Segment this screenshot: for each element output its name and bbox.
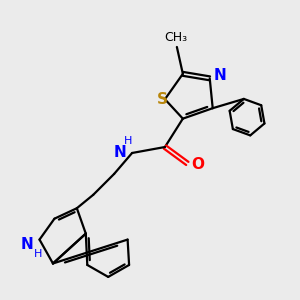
Text: CH₃: CH₃ [164,31,187,44]
Text: N: N [21,237,34,252]
Text: S: S [157,92,168,107]
Text: H: H [34,249,42,259]
Text: H: H [123,136,132,146]
Text: N: N [213,68,226,83]
Text: O: O [191,158,204,172]
Text: N: N [113,145,126,160]
